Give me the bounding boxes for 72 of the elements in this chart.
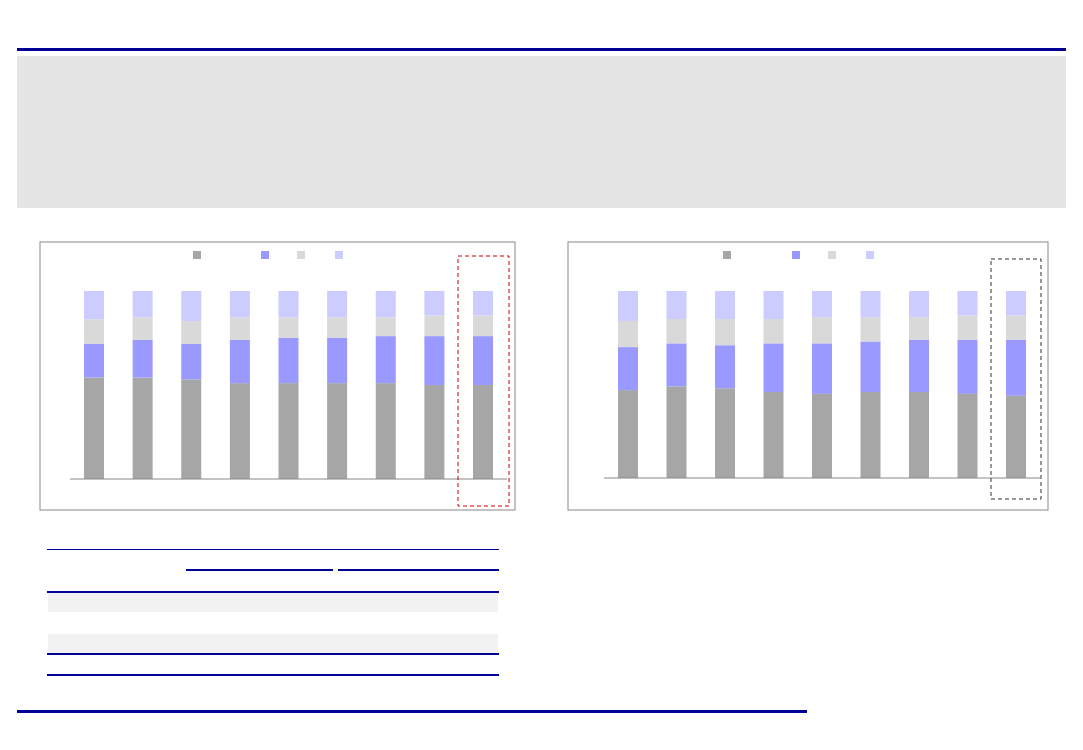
bar [132, 339, 153, 378]
bar [715, 345, 735, 389]
bar [424, 291, 445, 316]
bar [424, 385, 445, 479]
bar [909, 391, 929, 478]
bar [473, 315, 493, 337]
bar [957, 291, 978, 316]
bar [84, 291, 104, 320]
bar [181, 343, 202, 380]
bar [473, 336, 493, 385]
bar [1006, 291, 1026, 316]
bar [618, 347, 638, 391]
bar [812, 291, 832, 318]
bar [424, 315, 445, 337]
bar [666, 291, 687, 320]
bar [763, 319, 784, 344]
bar [278, 291, 299, 318]
bar [666, 319, 687, 344]
bar [375, 383, 396, 479]
bar [860, 317, 881, 342]
bar [618, 291, 638, 321]
bar [666, 386, 687, 478]
bar [1006, 395, 1026, 478]
bar [229, 383, 250, 479]
bar [132, 317, 153, 340]
bar [909, 339, 929, 392]
bar [278, 383, 299, 479]
bar [424, 336, 445, 385]
bar [84, 343, 104, 378]
bar [763, 291, 784, 320]
bar [715, 319, 735, 346]
bar [860, 391, 881, 478]
bar [909, 317, 929, 340]
bar [132, 377, 153, 479]
bar [715, 388, 735, 478]
bar [327, 338, 348, 384]
bar [375, 317, 396, 337]
bar [812, 393, 832, 478]
bar [278, 338, 299, 384]
bar [909, 291, 929, 318]
bar [763, 391, 784, 478]
bar [715, 291, 735, 320]
bar [618, 390, 638, 478]
bar [229, 291, 250, 318]
bar [181, 379, 202, 479]
bar [181, 291, 202, 322]
bar [84, 319, 104, 344]
bar [666, 343, 687, 387]
bar [473, 385, 493, 479]
bar [84, 377, 104, 479]
bar [812, 343, 832, 394]
bar [375, 336, 396, 384]
bar [763, 343, 784, 392]
bar [229, 339, 250, 384]
bar [812, 317, 832, 344]
bar [229, 317, 250, 340]
bar [278, 317, 299, 338]
bar [860, 341, 881, 392]
bar [327, 383, 348, 479]
bar [957, 339, 978, 394]
bar [957, 315, 978, 340]
bar [327, 291, 348, 318]
bar [618, 320, 638, 348]
bar [132, 291, 153, 318]
bar [957, 393, 978, 478]
bar [473, 291, 493, 316]
bar [181, 321, 202, 344]
bar [860, 291, 881, 318]
bar [1006, 315, 1026, 340]
bar [327, 317, 348, 338]
bar [1006, 339, 1026, 396]
bar [375, 291, 396, 318]
